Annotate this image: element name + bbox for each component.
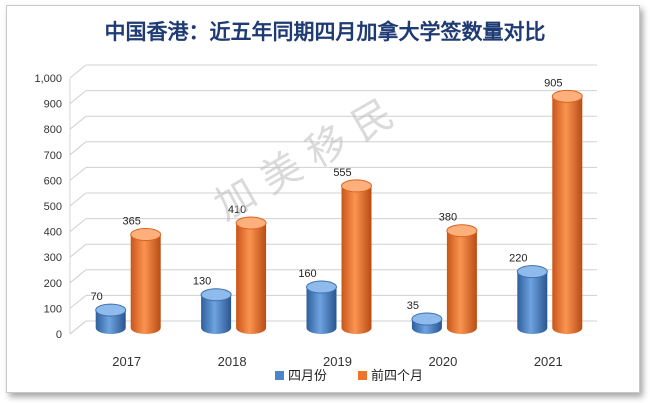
data-label: 160 [298,268,316,280]
gridline-depth [69,167,87,181]
y-tick-label: 300 [44,252,62,264]
chart-frame: 中国香港：近五年同期四月加拿大学签数量对比 0 100 200 300 400 500 60… [6,5,640,393]
gridline-depth [69,90,87,104]
gridline-depth [69,320,87,335]
bar-top [235,216,267,230]
legend: 四月份 前四个月 [275,368,423,384]
gridline-depth [69,269,87,284]
bar-top [341,179,372,193]
y-tick-label: 400 [44,227,62,239]
legend-swatch [275,371,284,380]
data-label: 130 [193,276,211,288]
y-tick-label: 500 [44,201,62,213]
bar [517,271,548,334]
data-label: 905 [544,77,562,89]
bar-top [130,228,162,242]
y-axis: 0 100 200 300 400 500 600 700 800 900 1,000 [34,73,62,341]
legend-swatch [358,371,367,380]
legend-label: 四月份 [288,369,327,384]
y-tick-label: 1,000 [34,73,62,85]
bar-top [306,280,337,294]
bar-top [551,89,583,103]
y-tick-label: 900 [44,99,62,111]
gridline-depth [69,115,87,130]
x-tick-label: 2021 [534,354,563,369]
gridline-depth [69,141,87,156]
y-tick-label: 0 [56,329,62,341]
chart-title: 中国香港：近五年同期四月加拿大学签数量对比 [105,19,546,44]
bar [236,223,267,334]
legend-label: 前四个月 [371,368,423,384]
gridline-depth [69,243,87,258]
bar-top [411,312,443,326]
y-tick-label: 800 [44,124,62,136]
data-label: 220 [509,253,527,265]
y-tick-label: 200 [44,278,62,290]
data-label: 365 [123,216,141,228]
y-tick-label: 600 [44,175,62,187]
data-labels: 70 365 130 410 160 555 35 380 220 905 [91,77,563,312]
data-label: 380 [439,212,457,224]
y-tick-label: 100 [44,303,62,315]
gridline-depth [69,64,87,79]
y-tick-label: 700 [44,150,62,162]
bar [130,234,161,334]
gridline-depth [69,218,87,232]
bar [201,294,232,334]
data-label: 410 [228,204,246,216]
bars [95,89,583,334]
gridline-depth [69,192,87,207]
x-tick-label: 2018 [218,354,247,369]
bar [341,185,372,334]
x-tick-label: 2020 [428,354,457,369]
x-axis: 2017 2018 2019 2020 2021 [112,354,563,369]
bar-top [95,303,127,317]
bar [552,96,583,334]
bar [306,287,337,334]
bar-top [446,224,478,238]
gridline-depth [69,295,87,309]
bar-top [200,288,232,302]
data-label: 70 [91,291,103,303]
chart: 中国香港：近五年同期四月加拿大学签数量对比 0 100 200 300 400 500 60… [34,19,597,384]
data-label: 555 [333,167,351,179]
bar [95,310,126,334]
data-label: 35 [407,300,419,312]
watermark: 加 美 移 民 [207,91,402,230]
bar [446,230,477,334]
x-tick-label: 2017 [112,354,141,369]
x-tick-label: 2019 [323,354,352,369]
bar-top [516,265,548,279]
